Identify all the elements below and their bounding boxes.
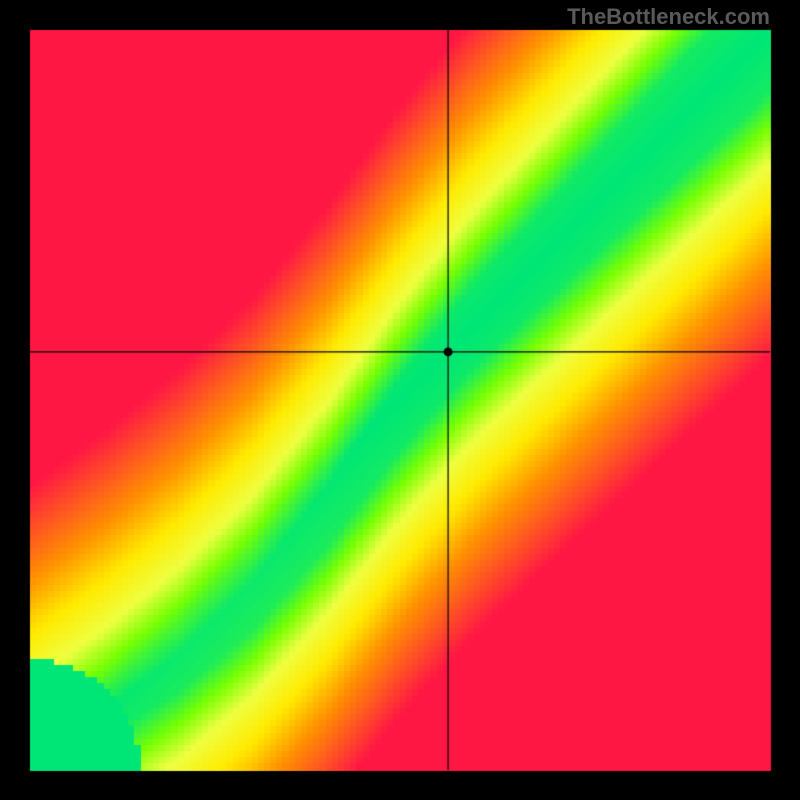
bottleneck-heatmap [0, 0, 800, 800]
chart-container: TheBottleneck.com [0, 0, 800, 800]
watermark-text: TheBottleneck.com [567, 4, 770, 30]
